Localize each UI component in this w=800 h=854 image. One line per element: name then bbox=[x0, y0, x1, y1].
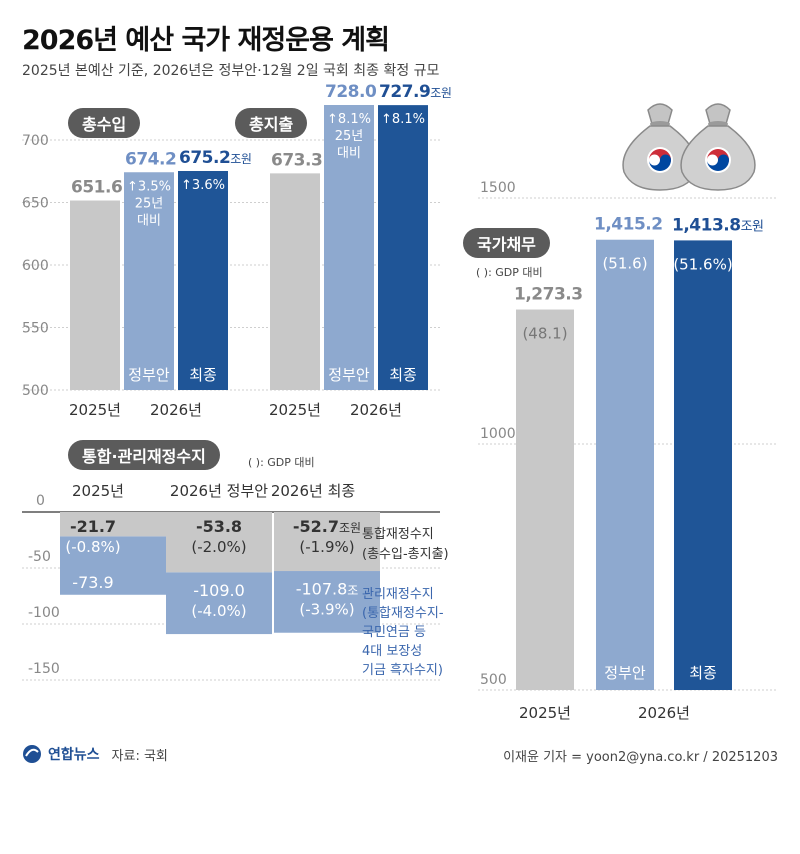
managed-balance-gdp-0: (-2.8%) bbox=[65, 594, 120, 612]
debt-bar-0 bbox=[516, 309, 574, 690]
legend-managed-text: 관리재정수지 bbox=[362, 587, 434, 602]
debt-gdp-label-2: (51.6%) bbox=[673, 255, 732, 273]
y-tick-label: 650 bbox=[22, 196, 49, 212]
revenue-change-sub-label: 대비 bbox=[137, 213, 161, 228]
legend-managed-text: 4대 보장성 bbox=[362, 644, 422, 659]
expenditure-bar-2 bbox=[378, 105, 428, 390]
revenue-bar-tag-1: 정부안 bbox=[128, 366, 170, 384]
debt-chart-title: 국가채무 bbox=[463, 228, 550, 258]
debt-bar-tag-1: 정부안 bbox=[604, 664, 646, 682]
expenditure-change-label-1: ↑8.1% bbox=[327, 112, 371, 127]
expenditure-change-label-2: ↑8.1% bbox=[381, 112, 425, 127]
revenue-bar-0 bbox=[70, 200, 120, 390]
expenditure-change-sub-label: 대비 bbox=[337, 146, 361, 161]
integrated-balance-value-1: -53.8 bbox=[196, 517, 242, 536]
balance-category-label-0: 2025년 bbox=[72, 482, 124, 500]
source-text: 자료: 국회 bbox=[111, 748, 168, 764]
expenditure-value-label-1: 728.0 bbox=[325, 82, 377, 102]
managed-balance-bar-2 bbox=[274, 571, 380, 633]
legend-managed-text: 기금 흑자수지) bbox=[362, 663, 443, 678]
legend-managed-text: (통합재정수지- bbox=[362, 606, 444, 621]
revenue-bar-2 bbox=[178, 171, 228, 390]
debt-value-label-0: 1,273.3 bbox=[514, 285, 583, 305]
debt-bar-2 bbox=[674, 240, 732, 690]
revenue-change-sub-label: 25년 bbox=[135, 196, 164, 211]
revenue-bar-tag-2: 최종 bbox=[189, 366, 217, 384]
managed-balance-gdp-2: (-3.9%) bbox=[299, 601, 354, 619]
revenue-x-label-2026: 2026년 bbox=[150, 401, 202, 419]
expenditure-bar-0 bbox=[270, 173, 320, 390]
expenditure-bar-tag-1: 정부안 bbox=[328, 366, 370, 384]
y-tick-label: 500 bbox=[22, 383, 49, 399]
managed-balance-value-0: -73.9 bbox=[72, 573, 113, 592]
y-tick-label: -100 bbox=[28, 605, 60, 621]
debt-gdp-label-1: (51.6) bbox=[602, 255, 647, 273]
debt-gdp-note: ( ): GDP 대비 bbox=[476, 266, 543, 279]
managed-balance-gdp-1: (-4.0%) bbox=[191, 602, 246, 620]
balance-category-label-1: 2026년 정부안 bbox=[170, 482, 268, 500]
integrated-balance-gdp-2: (-1.9%) bbox=[299, 538, 354, 556]
revenue-change-label-2: ↑3.6% bbox=[181, 178, 225, 193]
managed-balance-bar-1 bbox=[166, 572, 272, 635]
y-tick-label: -150 bbox=[28, 661, 60, 677]
legend-integrated-text: (총수입-총지출) bbox=[362, 547, 449, 562]
integrated-balance-gdp-1: (-2.0%) bbox=[191, 538, 246, 556]
y-tick-label: 1000 bbox=[480, 426, 516, 442]
y-tick-label: 600 bbox=[22, 258, 49, 274]
revenue-bar-1 bbox=[124, 172, 174, 390]
integrated-balance-value-2: -52.7조원 bbox=[293, 517, 361, 536]
money-bag-icon bbox=[680, 103, 756, 191]
balance-gdp-note: ( ): GDP 대비 bbox=[248, 456, 315, 469]
integrated-balance-gdp-0: (-0.8%) bbox=[65, 538, 120, 556]
debt-x-label-2025: 2025년 bbox=[519, 704, 571, 722]
revenue-x-label-2025: 2025년 bbox=[69, 401, 121, 419]
balance-chart-title: 통합·관리재정수지 bbox=[68, 440, 220, 470]
integrated-balance-value-0: -21.7 bbox=[70, 517, 116, 536]
expenditure-x-label-2026: 2026년 bbox=[350, 401, 402, 419]
expenditure-chart-title: 총지출 bbox=[235, 108, 308, 138]
yonhap-logo-icon bbox=[23, 745, 41, 763]
y-tick-label: -50 bbox=[28, 549, 51, 565]
expenditure-change-sub-label: 25년 bbox=[335, 129, 364, 144]
y-tick-label: 1500 bbox=[480, 180, 516, 196]
revenue-change-label-1: ↑3.5% bbox=[127, 179, 171, 194]
money-bag-icon bbox=[622, 103, 698, 191]
credit-text: 이재윤 기자 = yoon2@yna.co.kr / 20251203 bbox=[503, 750, 778, 765]
balance-category-label-2: 2026년 최종 bbox=[271, 482, 355, 500]
expenditure-x-label-2025: 2025년 bbox=[269, 401, 321, 419]
debt-value-label-1: 1,415.2 bbox=[594, 215, 663, 235]
expenditure-value-label-0: 673.3 bbox=[271, 150, 322, 170]
debt-gdp-label-0: (48.1) bbox=[522, 325, 567, 343]
expenditure-bar-1 bbox=[324, 105, 374, 390]
managed-balance-value-2: -107.8조 bbox=[296, 580, 359, 599]
expenditure-value-label-2: 727.9조원 bbox=[379, 82, 451, 102]
integrated-balance-bar-2 bbox=[274, 512, 380, 572]
revenue-chart-title: 총수입 bbox=[68, 108, 141, 138]
revenue-value-label-0: 651.6 bbox=[71, 178, 122, 198]
managed-balance-value-1: -109.0 bbox=[193, 581, 245, 600]
revenue-value-label-2: 675.2조원 bbox=[179, 148, 251, 168]
debt-x-label-2026: 2026년 bbox=[638, 704, 690, 722]
footer-source: 연합뉴스 자료: 국회 bbox=[22, 744, 168, 764]
legend-managed-text: 국민연금 등 bbox=[362, 625, 426, 640]
page-title: 2026년 예산 국가 재정운용 계획 bbox=[22, 25, 390, 56]
legend-integrated-text: 통합재정수지 bbox=[362, 527, 434, 542]
expenditure-bar-tag-2: 최종 bbox=[389, 366, 417, 384]
managed-balance-bar-0 bbox=[60, 536, 166, 595]
revenue-value-label-1: 674.2 bbox=[125, 149, 176, 169]
debt-bar-1 bbox=[596, 239, 654, 690]
page-subtitle: 2025년 본예산 기준, 2026년은 정부안·12월 2일 국회 최종 확정… bbox=[22, 63, 440, 79]
debt-value-label-2: 1,413.8조원 bbox=[672, 215, 763, 235]
y-tick-label: 550 bbox=[22, 321, 49, 337]
y-tick-label: 500 bbox=[480, 672, 507, 688]
integrated-balance-bar-0 bbox=[60, 512, 166, 537]
debt-bar-tag-2: 최종 bbox=[689, 664, 717, 682]
integrated-balance-bar-1 bbox=[166, 512, 272, 573]
yonhap-logo-text: 연합뉴스 bbox=[48, 747, 100, 763]
y-tick-label: 700 bbox=[22, 133, 49, 149]
y-tick-label: 0 bbox=[36, 493, 45, 509]
